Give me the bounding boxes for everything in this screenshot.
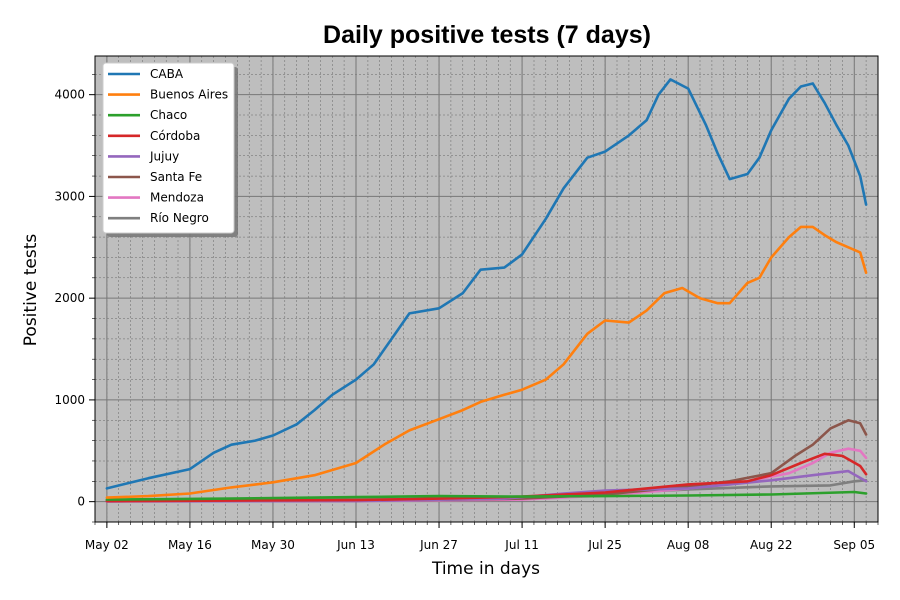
legend-label-mendoza: Mendoza — [150, 191, 204, 205]
series-line-chaco — [105, 490, 868, 501]
x-tick-label: Jul 11 — [504, 538, 539, 552]
y-axis-ticks: 0 1000 2000 3000 4000 — [54, 74, 95, 523]
legend-label-santa-fe: Santa Fe — [150, 170, 202, 184]
legend-label-jujuy: Jujuy — [149, 149, 179, 163]
y-tick-label: 0 — [77, 495, 85, 509]
legend-label-rio-negro: Río Negro — [150, 211, 209, 225]
x-tick-label: May 16 — [168, 538, 212, 552]
series-line-caba — [105, 78, 868, 490]
legend-box — [102, 62, 235, 234]
series-line-jujuy — [105, 469, 868, 503]
legend-label-buenos-aires: Buenos Aires — [150, 88, 228, 102]
x-tick-label: Aug 08 — [667, 538, 710, 552]
x-axis-label: Time in days — [431, 559, 540, 579]
y-tick-label: 3000 — [54, 189, 85, 203]
chart-title: Daily positive tests (7 days) — [323, 21, 651, 49]
x-tick-label: Jun 27 — [419, 538, 458, 552]
y-tick-label: 1000 — [54, 393, 85, 407]
x-tick-label: May 02 — [85, 538, 129, 552]
x-tick-label: Aug 22 — [750, 538, 793, 552]
x-axis-ticks: May 02 May 16 May 30 Jun 13 Jun 27 Jul 11 Jul … — [85, 522, 879, 552]
x-tick-label: May 30 — [251, 538, 295, 552]
legend-label-caba: CABA — [150, 67, 184, 81]
series-line-cordoba — [105, 452, 868, 503]
x-tick-label: Jun 13 — [336, 538, 375, 552]
x-tick-label: Jul 25 — [587, 538, 622, 552]
legend: CABA Buenos Aires Chaco Córdoba Jujuy Santa F… — [102, 62, 238, 237]
x-tick-label: Sep 05 — [833, 538, 875, 552]
series-line-buenos-aires — [105, 225, 868, 499]
legend-entries: CABA Buenos Aires Chaco Córdoba Jujuy Santa F… — [108, 67, 228, 225]
series-lines — [105, 78, 868, 503]
y-tick-label: 4000 — [54, 88, 85, 102]
y-axis-label: Positive tests — [21, 234, 41, 347]
legend-label-cordoba: Córdoba — [150, 129, 200, 143]
series-line-santa-fe — [105, 418, 868, 503]
y-tick-label: 2000 — [54, 291, 85, 305]
legend-label-chaco: Chaco — [150, 108, 187, 122]
